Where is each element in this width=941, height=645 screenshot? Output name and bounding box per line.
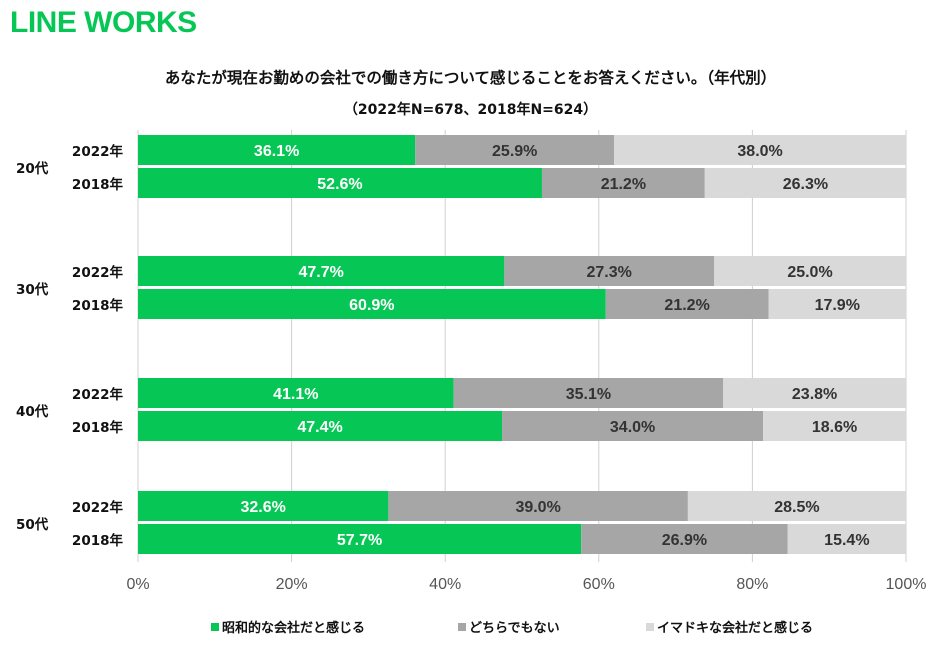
legend-swatch-green (211, 622, 219, 631)
x-tick-label: 0% (126, 576, 149, 593)
data-label: 25.0% (787, 264, 832, 281)
bar-segment (138, 411, 503, 441)
group-label: 20代 (16, 160, 49, 177)
bar-segment (415, 135, 615, 165)
chart-title: あなたが現在お勤めの会社での働き方について感じることをお答えください。（年代別） (164, 69, 777, 87)
data-label: 28.5% (774, 499, 819, 516)
x-tick-label: 20% (276, 576, 308, 593)
bar-segment (787, 524, 906, 554)
row-label: 2022年 (72, 143, 124, 160)
row-label: 2018年 (72, 532, 124, 549)
row-label: 2022年 (72, 386, 124, 403)
data-label: 60.9% (349, 297, 394, 314)
bar-segment (138, 168, 542, 198)
bar-segment (138, 289, 606, 319)
data-label: 17.9% (815, 297, 860, 314)
legend-item-modern: イマドキな会社だと感じる (646, 617, 813, 636)
data-label: 26.3% (783, 176, 828, 193)
row-label: 2018年 (72, 419, 124, 436)
group-label: 40代 (16, 403, 49, 420)
legend-item-neutral: どちらでもない (458, 617, 560, 636)
bar-segment (763, 411, 906, 441)
data-label: 35.1% (566, 386, 611, 403)
bar-segment (138, 378, 454, 408)
data-label: 47.4% (297, 419, 342, 436)
logo: LINE WORKS (10, 6, 197, 39)
bar-segment (768, 289, 906, 319)
bar-segment (581, 524, 788, 554)
bar-segment (138, 524, 582, 554)
row-label: 2018年 (72, 297, 124, 314)
group-label: 50代 (16, 516, 49, 533)
row-label: 2022年 (72, 264, 124, 281)
bar-segment (388, 491, 688, 521)
bar-segment (504, 256, 714, 286)
data-label: 21.2% (664, 297, 709, 314)
data-label: 38.0% (737, 143, 782, 160)
bar-segment (138, 256, 505, 286)
bar-segment (138, 491, 389, 521)
bar-segment (502, 411, 764, 441)
data-label: 57.7% (337, 532, 382, 549)
bar-segment (687, 491, 906, 521)
group-label: 30代 (16, 281, 49, 298)
data-label: 52.6% (317, 176, 362, 193)
x-tick-label: 80% (736, 576, 768, 593)
data-label: 21.2% (601, 176, 646, 193)
bar-segment (723, 378, 906, 408)
row-label: 2018年 (72, 176, 124, 193)
legend-item-showa: 昭和的な会社だと感じる (211, 617, 365, 636)
data-label: 18.6% (812, 419, 857, 436)
bar-segment (453, 378, 724, 408)
data-label: 41.1% (273, 386, 318, 403)
x-tick-label: 40% (429, 576, 461, 593)
data-label: 34.0% (610, 419, 655, 436)
data-label: 39.0% (515, 499, 560, 516)
x-tick-label: 100% (886, 576, 927, 593)
bar-segment (704, 168, 906, 198)
bar-segment (714, 256, 906, 286)
bar-segment (138, 135, 416, 165)
data-label: 32.6% (240, 499, 285, 516)
bar-segment (614, 135, 906, 165)
data-label: 36.1% (254, 143, 299, 160)
bar-segment (605, 289, 769, 319)
row-label: 2022年 (72, 499, 124, 516)
chart-subtitle: （2022年N=678、2018年N=624） (343, 102, 598, 118)
legend-label: どちらでもない (469, 621, 560, 636)
x-tick-label: 60% (583, 576, 615, 593)
data-label: 15.4% (824, 532, 869, 549)
bar-segment (541, 168, 705, 198)
data-label: 25.9% (492, 143, 537, 160)
data-label: 26.9% (662, 532, 707, 549)
data-label: 47.7% (298, 264, 343, 281)
data-label: 27.3% (586, 264, 631, 281)
data-label: 23.8% (792, 386, 837, 403)
legend-label: 昭和的な会社だと感じる (222, 621, 366, 636)
legend-swatch-light (646, 622, 654, 631)
legend-label: イマドキな会社だと感じる (657, 621, 814, 636)
legend-swatch-gray (458, 622, 466, 631)
